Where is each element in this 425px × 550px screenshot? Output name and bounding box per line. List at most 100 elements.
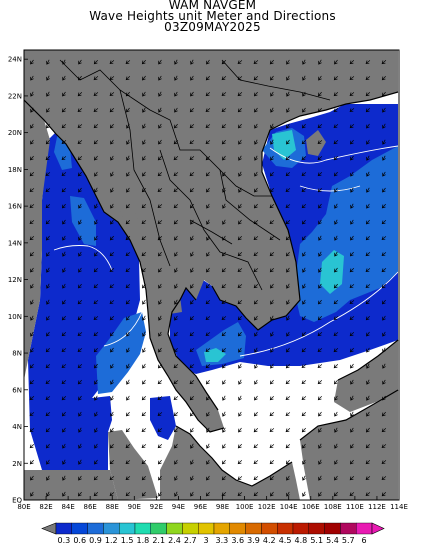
direction-arrow (30, 283, 34, 289)
direction-arrow (333, 92, 339, 97)
direction-arrow (61, 348, 67, 353)
direction-arrow (174, 299, 178, 305)
direction-arrow (222, 427, 226, 433)
direction-arrow (253, 268, 259, 273)
direction-arrow (334, 395, 338, 401)
direction-arrow (365, 476, 371, 481)
direction-arrow (254, 139, 258, 145)
direction-arrow (253, 252, 259, 257)
y-tick-label: EQ (12, 497, 22, 505)
direction-arrow (317, 348, 323, 353)
direction-arrow (270, 139, 274, 145)
direction-arrow (365, 492, 371, 497)
direction-arrow (381, 428, 387, 433)
direction-arrow (285, 155, 290, 161)
direction-arrow (189, 107, 194, 113)
direction-arrow (109, 235, 114, 241)
direction-arrow (286, 475, 290, 481)
direction-arrow (237, 443, 242, 449)
direction-arrow (365, 92, 371, 97)
direction-arrow (93, 108, 99, 113)
direction-arrow (78, 251, 82, 257)
direction-arrow (318, 267, 322, 273)
direction-arrow (301, 123, 306, 129)
direction-arrow (286, 299, 290, 305)
direction-arrow (350, 411, 354, 417)
direction-arrow (141, 491, 146, 497)
direction-arrow (205, 364, 211, 369)
direction-arrow (190, 475, 194, 481)
direction-arrow (269, 220, 275, 225)
x-tick-label: 112E (368, 503, 386, 511)
direction-arrow (206, 443, 210, 449)
direction-arrow (45, 188, 51, 193)
direction-arrow (206, 395, 210, 401)
direction-arrow (142, 155, 146, 161)
direction-arrow (237, 252, 243, 257)
direction-arrow (366, 331, 370, 337)
direction-arrow (333, 155, 338, 161)
direction-arrow (45, 427, 50, 433)
direction-arrow (222, 203, 226, 209)
direction-arrow (302, 75, 306, 81)
direction-arrow (173, 427, 178, 433)
direction-arrow (270, 347, 274, 353)
direction-arrow (333, 332, 339, 337)
direction-arrow (157, 251, 162, 257)
direction-arrow (125, 76, 131, 81)
direction-arrow (286, 491, 290, 497)
direction-arrow (349, 124, 355, 129)
direction-arrow (174, 491, 178, 497)
direction-arrow (126, 331, 130, 337)
direction-arrow (174, 107, 178, 113)
direction-arrow (221, 59, 227, 65)
direction-arrow (253, 460, 259, 465)
colorbar-label: 1.5 (121, 536, 134, 545)
direction-arrow (77, 316, 83, 321)
direction-arrow (221, 475, 226, 481)
direction-arrow (93, 139, 98, 145)
direction-arrow (78, 59, 82, 65)
direction-arrow (381, 299, 386, 305)
title-block: WAM NAVGEM Wave Heights unit Meter and D… (0, 0, 425, 33)
direction-arrow (93, 475, 98, 481)
direction-arrow (285, 172, 291, 177)
direction-arrow (382, 315, 386, 321)
direction-arrow (62, 219, 66, 225)
direction-arrow (126, 139, 130, 145)
direction-arrow (349, 267, 355, 273)
direction-arrow (237, 268, 243, 273)
direction-arrow (269, 379, 274, 385)
direction-arrow (302, 267, 306, 273)
direction-arrow (158, 283, 162, 289)
direction-arrow (173, 204, 179, 209)
direction-arrow (285, 412, 291, 417)
direction-arrow (157, 235, 163, 241)
direction-arrow (46, 75, 50, 81)
direction-arrow (77, 91, 83, 97)
colorbar-label: 3.9 (247, 536, 260, 545)
direction-arrow (173, 380, 179, 385)
direction-arrow (349, 76, 355, 81)
direction-arrow (350, 443, 354, 449)
direction-arrow (78, 475, 82, 481)
direction-arrow (221, 300, 227, 305)
direction-arrow (205, 283, 210, 289)
direction-arrow (318, 235, 322, 241)
direction-arrow (318, 75, 322, 81)
direction-arrow (285, 220, 291, 225)
direction-arrow (189, 380, 195, 385)
direction-arrow (109, 460, 115, 465)
direction-arrow (46, 91, 50, 97)
direction-arrow (94, 203, 98, 209)
direction-arrow (141, 236, 147, 241)
colorbar-swatch (308, 522, 325, 535)
direction-arrow (206, 203, 210, 209)
direction-arrow (62, 459, 66, 465)
x-tick-label: 102E (258, 503, 276, 511)
direction-arrow (29, 363, 34, 369)
direction-arrow (125, 219, 131, 225)
direction-arrow (317, 380, 323, 385)
direction-arrow (77, 379, 82, 385)
direction-arrow (77, 75, 82, 81)
